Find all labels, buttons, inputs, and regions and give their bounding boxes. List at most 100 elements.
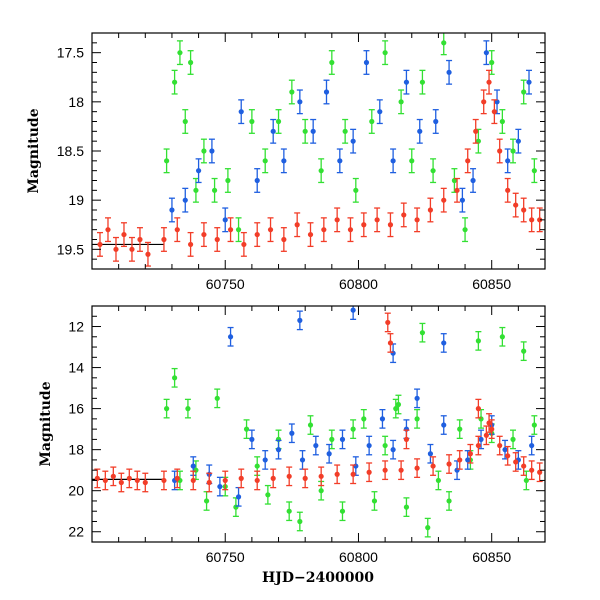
- bottom-series-1: [171, 306, 535, 507]
- top-x-tick-label-1: 60800: [339, 276, 378, 292]
- bottom-series-0-point-25: [414, 416, 420, 422]
- top-series-0-point-13: [289, 89, 295, 95]
- top-series-1-point-8: [281, 158, 287, 164]
- bottom-series-1-point-1: [190, 463, 196, 469]
- bottom-series-1-point-19: [414, 395, 420, 401]
- bottom-y-tick-label-2: 16: [68, 401, 84, 417]
- top-series-0-point-27: [462, 227, 468, 233]
- bottom-series-0-point-8: [233, 504, 239, 510]
- top-series-2-point-30: [465, 158, 471, 164]
- top-series-2-point-14: [254, 231, 260, 238]
- top-series-1-point-12: [337, 158, 343, 164]
- top-series-0-point-14: [302, 128, 308, 134]
- top-panel: 60750 60800 60850 17.5 18 18.5 19 19.5 Magnitud…: [26, 32, 546, 292]
- top-y-axis-label: Magnitude: [26, 108, 42, 193]
- top-series-1-point-18: [417, 128, 423, 134]
- top-y-tick-label-3: 19: [68, 192, 84, 208]
- bottom-series-0-point-27: [435, 477, 442, 484]
- top-series-0-point-7: [211, 187, 218, 193]
- top-series-0-point-8: [225, 177, 231, 184]
- top-series-2-point-31: [473, 128, 479, 134]
- top-series-1-point-2: [195, 168, 202, 174]
- bottom-series-1-point-16: [379, 416, 386, 422]
- top-series-2-point-22: [361, 222, 367, 228]
- bottom-series-2-point-13: [254, 477, 260, 484]
- top-series-0-point-30: [499, 118, 505, 125]
- top-series-0-point-12: [275, 118, 282, 125]
- top-y-tick-label-4: 19.5: [57, 241, 84, 257]
- top-series-0-point-23: [419, 79, 426, 85]
- bottom-series-2-point-39: [475, 406, 481, 412]
- top-series-1: [168, 40, 533, 233]
- bottom-y-tick-label-4: 20: [68, 483, 84, 499]
- top-series-2-point-16: [281, 236, 287, 243]
- bottom-series-2-point-18: [334, 471, 340, 477]
- top-series-0-point-22: [409, 158, 415, 164]
- top-y-tick-label-1: 18: [68, 94, 84, 110]
- top-series-2-point-38: [521, 207, 527, 213]
- top-series-2-point-8: [174, 227, 180, 233]
- bottom-series-2-point-29: [483, 432, 489, 438]
- top-series-1-point-4: [222, 217, 228, 223]
- bottom-series-2-point-11: [222, 477, 228, 484]
- bottom-series-1-point-29: [297, 317, 303, 323]
- top-series-0-point-29: [489, 59, 495, 66]
- bottom-y-tick-label-0: 12: [68, 319, 84, 335]
- bottom-y-axis-label: Magnitude: [38, 381, 54, 466]
- bottom-series-1-point-23: [465, 457, 471, 463]
- top-series-1-point-26: [515, 138, 521, 144]
- top-series-2-point-23: [374, 217, 380, 223]
- top-series-0-point-3: [182, 118, 188, 125]
- bottom-panel: 60750 60800 60850 12 14 16 18 20 22 Magnitude HJ…: [38, 305, 546, 586]
- bottom-y-tick-label-3: 18: [68, 442, 84, 458]
- top-series-2-point-5: [137, 236, 143, 243]
- bottom-series-2-point-36: [537, 469, 543, 475]
- bottom-x-tick-label-0: 60750: [206, 549, 245, 565]
- top-series-1-point-24: [494, 99, 500, 105]
- bottom-series-1-point-21: [441, 422, 447, 428]
- top-series-2-point-39: [529, 217, 535, 223]
- top-y-tick-label-2: 18.5: [57, 143, 84, 159]
- bottom-series-2-point-34: [521, 463, 527, 469]
- bottom-series-1-point-22: [454, 467, 460, 473]
- top-series-2-point-3: [121, 231, 127, 238]
- bottom-series-1-point-17: [390, 447, 396, 453]
- top-series-2-point-35: [497, 148, 503, 154]
- bottom-series-2-point-25: [446, 461, 452, 467]
- bottom-series-2-point-20: [366, 469, 372, 475]
- bottom-series-2-point-6: [142, 479, 148, 486]
- bottom-series-2-point-33: [513, 459, 519, 465]
- bottom-series-0-point-21: [371, 498, 378, 504]
- bottom-series-0-point-0: [164, 406, 170, 412]
- bottom-series-2-point-38: [387, 340, 394, 346]
- bottom-series-1-point-13: [339, 436, 346, 442]
- top-series-0-point-24: [430, 168, 436, 174]
- bottom-series-1-point-24: [478, 436, 484, 442]
- top-series-0-point-11: [262, 158, 268, 164]
- bottom-series-1-point-6: [249, 436, 255, 442]
- top-series-2-point-0: [97, 241, 103, 248]
- top-series-2-point-28: [441, 197, 447, 203]
- top-series-0-point-18: [353, 187, 359, 193]
- top-series-0-point-5: [193, 187, 199, 193]
- bottom-series-1-point-8: [275, 447, 282, 453]
- top-series-2-point-19: [321, 227, 327, 233]
- bottom-series-0-point-5: [203, 498, 210, 504]
- top-series-1-point-19: [433, 118, 439, 125]
- bottom-series-1-point-12: [326, 451, 332, 457]
- bottom-y-tick-label-5: 22: [68, 524, 84, 540]
- top-series-2-point-7: [161, 236, 167, 243]
- top-series-2-point-20: [334, 217, 340, 223]
- top-series-2-point-27: [427, 207, 434, 213]
- bottom-series-2-point-27: [467, 451, 473, 457]
- bottom-series-2-point-28: [475, 442, 481, 449]
- top-series-1-point-0: [169, 207, 175, 213]
- bottom-series-0-point-17: [329, 436, 335, 442]
- bottom-series-0-point-37: [419, 330, 426, 336]
- bottom-series-1-point-4: [227, 334, 234, 340]
- top-series-1-point-6: [254, 177, 260, 184]
- bottom-x-tick-label-1: 60800: [339, 549, 378, 565]
- bottom-x-tick-label-2: 60850: [472, 549, 511, 565]
- top-series-0-point-17: [342, 128, 348, 134]
- top-series-2-point-4: [129, 246, 135, 252]
